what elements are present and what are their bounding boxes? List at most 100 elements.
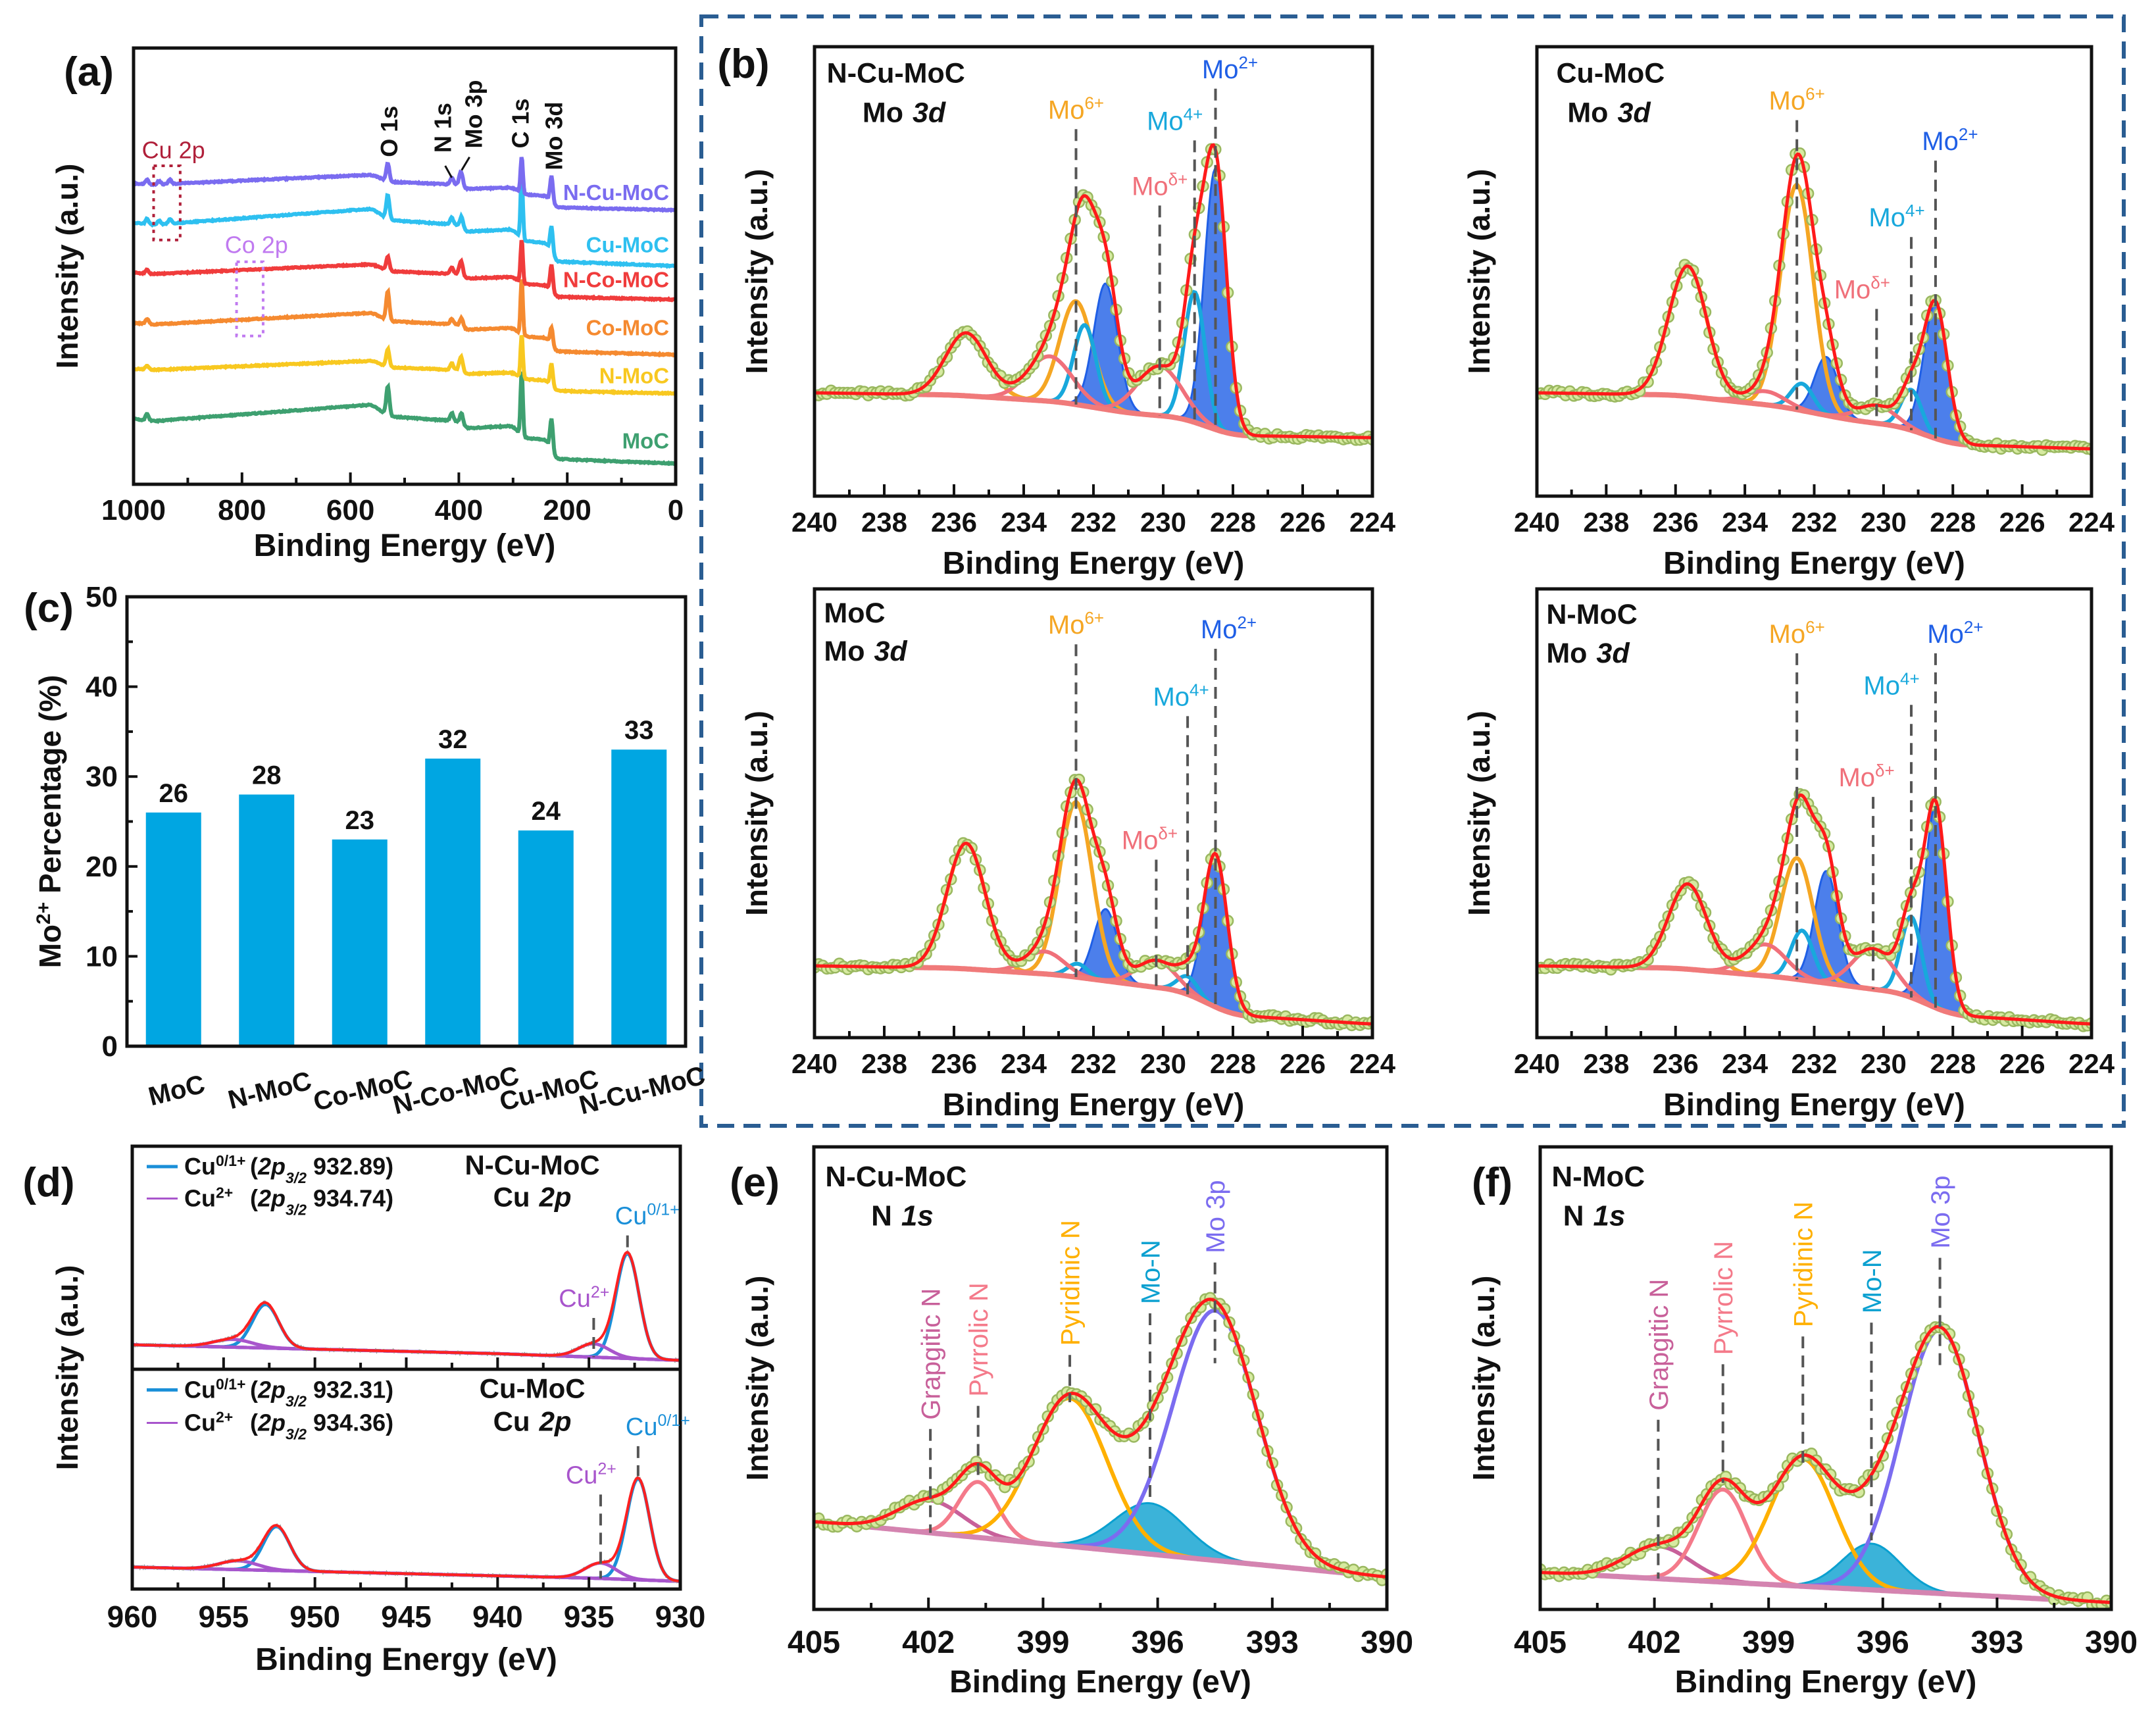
trace-label: N-Co-MoC xyxy=(563,267,669,291)
x-tick-label: 236 xyxy=(1653,1048,1699,1079)
legend-entry: Cu2+ xyxy=(184,1409,233,1436)
label-superscript: δ+ xyxy=(1870,272,1890,292)
label-superscript: δ+ xyxy=(1158,824,1178,844)
x-tick-label: 950 xyxy=(289,1600,340,1634)
text-span: 3/2 xyxy=(286,1169,307,1186)
trace-label: N-MoC xyxy=(599,363,669,388)
peak-label: Mo-N xyxy=(1858,1249,1887,1313)
region-orbital: 3d xyxy=(913,97,946,129)
region-highlight-box xyxy=(152,164,182,241)
region-orbital: 3d xyxy=(1596,638,1630,669)
peak-label: Grapgitic N xyxy=(1645,1279,1674,1411)
region-element: Mo xyxy=(824,636,865,667)
label-superscript: 4+ xyxy=(1900,669,1920,688)
sample-title: N-Cu-MoC xyxy=(464,1150,599,1180)
category-label: MoC xyxy=(145,1070,208,1112)
x-tick-label: 238 xyxy=(861,507,907,538)
x-axis-title: Binding Energy (eV) xyxy=(1675,1665,1977,1700)
x-tick-label: 228 xyxy=(1930,507,1976,538)
region-title: Mo 3d xyxy=(824,636,907,667)
text-span: 2+ xyxy=(216,1409,233,1426)
x-tick-label: 224 xyxy=(2068,1048,2115,1079)
x-tick-label: 955 xyxy=(198,1600,249,1634)
peak-label: Mo6+ xyxy=(1769,84,1825,116)
x-tick-label: 240 xyxy=(1514,507,1560,538)
region-element: Mo xyxy=(863,97,903,129)
region-title: Mo 3d xyxy=(1567,97,1651,129)
label-base: Mo xyxy=(1202,55,1239,84)
region-title: N 1s xyxy=(1563,1200,1626,1232)
region-orbital: 2p xyxy=(539,1182,572,1213)
label-superscript: 2+ xyxy=(1238,53,1258,72)
sample-title: MoC xyxy=(824,597,885,629)
x-tick-label: 396 xyxy=(1857,1625,1909,1660)
fit-envelope xyxy=(1537,793,2092,1026)
peak-label: Mo2+ xyxy=(1201,613,1257,644)
label-base: Mo xyxy=(1769,87,1806,116)
label-base: Mo xyxy=(1147,107,1184,136)
x-tick-label: 1000 xyxy=(101,494,166,526)
region-orbital: 2p xyxy=(539,1406,572,1437)
text-span: 3/2 xyxy=(286,1201,307,1219)
region-element: Mo xyxy=(1546,638,1587,669)
region-element: Cu xyxy=(493,1182,530,1213)
x-tick-label: 224 xyxy=(1349,1048,1396,1079)
x-tick-label: 393 xyxy=(1970,1625,2023,1660)
y-tick-label: 40 xyxy=(86,671,118,703)
bar-value-label: 26 xyxy=(159,779,189,808)
peak-label: Pyridinic N xyxy=(1056,1220,1085,1346)
label-superscript: 2+ xyxy=(1959,124,1978,144)
text-span: 2p xyxy=(257,1185,286,1212)
text-span: 0/1+ xyxy=(216,1375,245,1392)
label-base: Cu xyxy=(626,1413,658,1441)
survey-trace xyxy=(134,279,676,358)
peak-label: Grapgitic N xyxy=(917,1288,946,1420)
region-element: Mo xyxy=(1567,97,1608,129)
label-superscript: 6+ xyxy=(1084,608,1104,628)
peak-label: Cu0/1+ xyxy=(615,1201,680,1230)
x-tick-label: 390 xyxy=(1361,1625,1413,1660)
x-tick-label: 390 xyxy=(2085,1625,2138,1660)
peak-label: Mo2+ xyxy=(1202,53,1258,84)
text-span: 2+ xyxy=(216,1184,233,1201)
y-axis-title: Intensity (a.u.) xyxy=(740,711,774,916)
x-tick-label: 240 xyxy=(791,507,838,538)
x-tick-label: 224 xyxy=(1349,507,1396,538)
text-span: ( xyxy=(250,1185,258,1212)
x-tick-label: 399 xyxy=(1742,1625,1795,1660)
x-tick-label: 935 xyxy=(564,1600,614,1634)
text-span: Percentage (%) xyxy=(33,675,67,902)
peak-label: Mo2+ xyxy=(1922,124,1978,156)
bar-value-label: 32 xyxy=(438,725,468,754)
y-tick-label: 30 xyxy=(86,761,118,793)
text-span: Cu xyxy=(184,1153,216,1180)
peak-label: Mo4+ xyxy=(1863,669,1919,700)
x-tick-label: 236 xyxy=(1653,507,1699,538)
peak-label: Pyrrolic N xyxy=(1709,1241,1738,1355)
trace-label: MoC xyxy=(622,429,669,453)
region-orbital: 3d xyxy=(1617,97,1651,129)
bar xyxy=(145,812,201,1046)
text-span: 0/1+ xyxy=(216,1152,245,1169)
region-element: Cu xyxy=(493,1406,530,1437)
trace-label: N-Cu-MoC xyxy=(563,180,669,205)
category-label: N-Cu-MoC xyxy=(576,1061,708,1120)
label-superscript: 0/1+ xyxy=(647,1201,679,1219)
panel-c-frame xyxy=(125,595,688,1048)
survey-trace xyxy=(134,335,676,396)
fit-envelope xyxy=(1540,1325,2111,1604)
bar xyxy=(425,758,481,1046)
label-base: Cu xyxy=(615,1203,647,1230)
plot-area xyxy=(132,1249,680,1363)
mo3p-arrow xyxy=(461,156,470,171)
x-tick-label: 234 xyxy=(1001,1048,1047,1079)
bar xyxy=(239,794,295,1046)
fit-envelope xyxy=(814,1298,1387,1579)
x-tick-label: 230 xyxy=(1140,1048,1186,1079)
x-tick-label: 930 xyxy=(655,1600,706,1634)
x-tick-label: 230 xyxy=(1861,1048,1907,1079)
x-tick-label: 232 xyxy=(1070,507,1116,538)
x-axis-title: Binding Energy (eV) xyxy=(254,528,556,563)
plot-area xyxy=(1537,788,2092,1032)
x-tick-label: 228 xyxy=(1210,1048,1256,1079)
